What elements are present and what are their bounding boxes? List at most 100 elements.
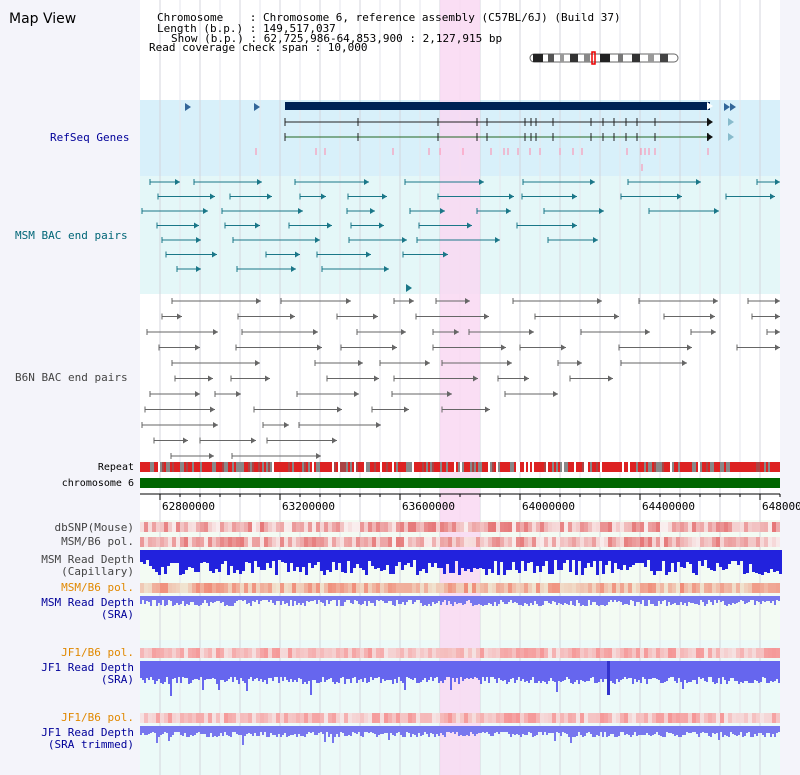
jf1-trim-depth-bar bbox=[582, 726, 584, 737]
repeat-segment bbox=[300, 462, 302, 472]
jf1-trim-depth-bar bbox=[572, 726, 574, 737]
msm-pol2-cell bbox=[464, 583, 468, 593]
repeat-segment bbox=[342, 462, 344, 472]
repeat-segment bbox=[230, 462, 232, 472]
dbsnp-cell bbox=[228, 522, 232, 532]
repeat-segment bbox=[756, 462, 758, 472]
repeat-segment bbox=[518, 462, 520, 472]
repeat-segment bbox=[306, 462, 308, 472]
msm-pol2-cell bbox=[512, 583, 516, 593]
msm-pol-cell bbox=[360, 537, 364, 547]
repeat-segment bbox=[336, 462, 338, 472]
jf1-pol2-cell bbox=[644, 713, 648, 723]
jf1-trim-depth-bar bbox=[216, 726, 218, 737]
tick-label-1: 62800000 bbox=[162, 500, 215, 513]
msm-pol-cell bbox=[332, 537, 336, 547]
msm-pol-cell bbox=[760, 537, 764, 547]
msm-sra-depth-bar bbox=[732, 596, 734, 603]
repeat-segment bbox=[444, 462, 446, 472]
jf1-trim-depth-bar bbox=[360, 726, 362, 736]
dbsnp-cell bbox=[216, 522, 220, 532]
jf1-trim-depth-bar bbox=[574, 726, 576, 737]
msm-pol2-cell bbox=[224, 583, 228, 593]
jf1-pol-cell bbox=[432, 648, 436, 658]
msm-pol2-cell bbox=[740, 583, 744, 593]
jf1-trim-depth-bar bbox=[670, 726, 672, 733]
msm-pol-cell bbox=[264, 537, 268, 547]
refseq-genes-track[interactable] bbox=[185, 102, 736, 171]
msm-sra-depth-bar bbox=[250, 596, 252, 606]
jf1-pol-cell bbox=[640, 648, 644, 658]
jf1-trim-depth-bar bbox=[770, 726, 772, 737]
jf1-trim-depth-bar bbox=[508, 726, 510, 734]
gene-block[interactable] bbox=[285, 102, 710, 110]
jf1-pol-cell bbox=[148, 648, 152, 658]
repeat-track[interactable] bbox=[140, 462, 780, 472]
repeat-segment bbox=[680, 462, 682, 472]
repeat-segment bbox=[694, 462, 696, 472]
jf1-pol-cell bbox=[516, 648, 520, 658]
msm-pol2-cell bbox=[768, 583, 772, 593]
variant-depth-tracks[interactable] bbox=[140, 522, 782, 745]
msm-sra-depth-bar bbox=[458, 596, 460, 603]
jf1-pol2-cell bbox=[724, 713, 728, 723]
msm-sra-depth-bar bbox=[224, 596, 226, 606]
chromosome-bar[interactable] bbox=[140, 478, 780, 488]
jf1-pol-cell bbox=[668, 648, 672, 658]
jf1-trim-depth-bar bbox=[556, 726, 558, 732]
capillary-depth-bar bbox=[470, 550, 473, 572]
jf1-trim-depth-bar bbox=[240, 726, 242, 735]
jf1-sra-depth-bar bbox=[568, 661, 570, 679]
msm-pol-cell bbox=[208, 537, 212, 547]
msm-sra-depth-bar bbox=[336, 596, 338, 606]
jf1-pol-cell bbox=[336, 648, 340, 658]
jf1-pol-cell bbox=[388, 648, 392, 658]
jf1-pol-cell bbox=[760, 648, 764, 658]
msm-sra-depth-bar bbox=[258, 596, 260, 604]
jf1-sra-depth-bar bbox=[432, 661, 434, 681]
msm-pol-cell bbox=[220, 537, 224, 547]
jf1-pol-cell bbox=[308, 648, 312, 658]
jf1-sra-depth-bar bbox=[536, 661, 538, 683]
capillary-depth-bar bbox=[668, 550, 671, 572]
dbsnp-cell bbox=[712, 522, 716, 532]
jf1-pol2-cell bbox=[224, 713, 228, 723]
msm-sra-depth-bar bbox=[422, 596, 424, 606]
repeat-segment bbox=[396, 462, 398, 472]
jf1-trim-depth-bar bbox=[778, 726, 780, 732]
jf1-trim-depth-bar bbox=[774, 726, 776, 737]
msm-pol2-cell bbox=[444, 583, 448, 593]
repeat-segment bbox=[392, 462, 394, 472]
msm-pol-cell bbox=[228, 537, 232, 547]
capillary-depth-bar bbox=[731, 550, 734, 561]
repeat-segment bbox=[332, 462, 334, 472]
jf1-pol-cell bbox=[196, 648, 200, 658]
b6n-bac-track[interactable] bbox=[141, 298, 780, 459]
jf1-pol-cell bbox=[636, 648, 640, 658]
jf1-pol2-cell bbox=[364, 713, 368, 723]
chromosome-ideogram[interactable] bbox=[529, 51, 679, 65]
highlight-region[interactable] bbox=[440, 0, 480, 775]
repeat-segment bbox=[538, 462, 540, 472]
dbsnp-cell bbox=[252, 522, 256, 532]
msm-sra-depth-bar bbox=[400, 596, 402, 604]
msm-pol-cell bbox=[772, 537, 776, 547]
jf1-sra-depth-bar bbox=[718, 661, 720, 678]
msm-sra-depth-bar bbox=[762, 596, 764, 601]
dbsnp-cell bbox=[616, 522, 620, 532]
jf1-pol-cell bbox=[176, 648, 180, 658]
msm-sra-depth-bar bbox=[340, 596, 342, 606]
jf1-trim-depth-bar bbox=[568, 726, 570, 737]
jf1-sra-depth-bar bbox=[190, 661, 192, 683]
jf1-pol-cell bbox=[164, 648, 168, 658]
msm-bac-track[interactable] bbox=[141, 179, 780, 292]
msm-pol-cell bbox=[448, 537, 452, 547]
jf1-sra-depth-bar bbox=[408, 661, 410, 678]
gene-arrow-icon bbox=[728, 118, 734, 126]
dbsnp-cell bbox=[548, 522, 552, 532]
jf1-sra-depth-bar bbox=[414, 661, 416, 678]
msm-pol-cell bbox=[700, 537, 704, 547]
msm-sra-depth-bar bbox=[214, 596, 216, 602]
repeat-segment bbox=[208, 462, 210, 472]
